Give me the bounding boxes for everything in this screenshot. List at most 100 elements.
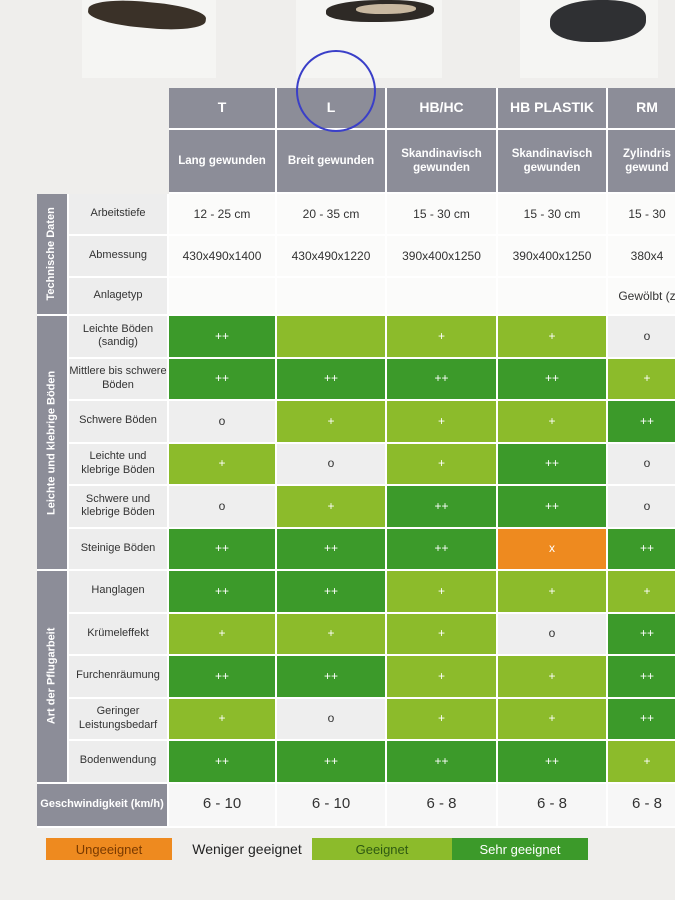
- rating-cell-2-1: +: [277, 401, 387, 444]
- rating-cell-2-2: +: [387, 401, 498, 444]
- rating-cell-5-3: x: [498, 528, 608, 571]
- rating-cell-5-0: ++: [169, 528, 277, 571]
- rating-cell-0-0: ++: [169, 316, 277, 359]
- speed-cell-0: 6 - 10: [169, 783, 277, 828]
- rating-cell-1-3: ++: [498, 358, 608, 401]
- row-label-tech-0: Arbeitstiefe: [69, 194, 169, 236]
- column-subheader-1: Breit gewunden: [277, 130, 387, 194]
- row-label-5: Steinige Böden: [69, 528, 169, 571]
- rating-cell-7-0: +: [169, 613, 277, 656]
- tech-cell-0-4: 15 - 30: [608, 194, 675, 236]
- rating-cell-7-1: +: [277, 613, 387, 656]
- section-work-label: Art der Pflugarbeit: [45, 627, 58, 725]
- tech-cell-2-0: [169, 278, 277, 316]
- rating-cell-8-3: +: [498, 656, 608, 699]
- tech-cell-2-1: [277, 278, 387, 316]
- speed-cell-3: 6 - 8: [498, 783, 608, 828]
- rating-cell-9-4: ++: [608, 698, 675, 741]
- rating-cell-4-0: o: [169, 486, 277, 529]
- row-label-9: Geringer Leistungsbedarf: [69, 698, 169, 741]
- tech-cell-1-1: 430x490x1220: [277, 236, 387, 278]
- rating-cell-10-0: ++: [169, 741, 277, 784]
- rating-cell-1-0: ++: [169, 358, 277, 401]
- section-soil-label: Leichte und klebrige Böden: [45, 370, 58, 515]
- rating-cell-10-3: ++: [498, 741, 608, 784]
- row-label-0: Leichte Böden (sandig): [69, 316, 169, 359]
- row-label-tech-1: Abmessung: [69, 236, 169, 278]
- tech-cell-2-3: [498, 278, 608, 316]
- tech-cell-1-0: 430x490x1400: [169, 236, 277, 278]
- tech-cell-0-3: 15 - 30 cm: [498, 194, 608, 236]
- rating-cell-8-0: ++: [169, 656, 277, 699]
- rating-cell-3-1: o: [277, 443, 387, 486]
- rating-cell-10-1: ++: [277, 741, 387, 784]
- rating-cell-0-3: +: [498, 316, 608, 359]
- rating-cell-7-4: ++: [608, 613, 675, 656]
- rating-cell-6-2: +: [387, 571, 498, 614]
- row-label-4: Schwere und klebrige Böden: [69, 486, 169, 529]
- legend: Ungeeignet Weniger geeignet Geeignet Seh…: [46, 838, 646, 868]
- tech-cell-0-1: 20 - 35 cm: [277, 194, 387, 236]
- tech-cell-2-2: [387, 278, 498, 316]
- rating-cell-7-2: +: [387, 613, 498, 656]
- rating-cell-1-4: +: [608, 358, 675, 401]
- speed-cell-1: 6 - 10: [277, 783, 387, 828]
- legend-less-suitable: Weniger geeignet: [192, 841, 302, 857]
- rating-cell-7-3: o: [498, 613, 608, 656]
- section-technical-data: Technische Daten: [37, 194, 69, 316]
- row-label-7: Krümeleffekt: [69, 613, 169, 656]
- row-label-6: Hanglagen: [69, 571, 169, 614]
- rating-cell-3-2: +: [387, 443, 498, 486]
- plough-photos: [80, 0, 675, 82]
- rating-cell-0-4: o: [608, 316, 675, 359]
- rating-cell-4-2: ++: [387, 486, 498, 529]
- plough-comparison-table: T Lang gewunden L Breit gewunden HB/HC Skandi…: [37, 88, 675, 828]
- tech-cell-2-4: Gewölbt (z: [608, 278, 675, 316]
- rating-cell-3-3: ++: [498, 443, 608, 486]
- rating-cell-1-1: ++: [277, 358, 387, 401]
- rating-cell-10-2: ++: [387, 741, 498, 784]
- section-work: Art der Pflugarbeit: [37, 571, 69, 784]
- plough-photo-hb: [520, 0, 658, 78]
- plough-photo-t: [82, 0, 216, 78]
- column-subheader-3: Skandinavisch gewunden: [498, 130, 608, 194]
- rating-cell-6-1: ++: [277, 571, 387, 614]
- rating-cell-6-0: ++: [169, 571, 277, 614]
- column-subheader-0: Lang gewunden: [169, 130, 277, 194]
- legend-unsuitable: Ungeeignet: [46, 838, 172, 860]
- rating-cell-8-2: +: [387, 656, 498, 699]
- rating-cell-2-4: ++: [608, 401, 675, 444]
- legend-very-suitable: Sehr geeignet: [452, 838, 588, 860]
- section-technical-data-label: Technische Daten: [45, 207, 58, 301]
- rating-cell-3-4: o: [608, 443, 675, 486]
- tech-cell-0-2: 15 - 30 cm: [387, 194, 498, 236]
- column-subheader-4: Zylindris gewund: [608, 130, 675, 194]
- rating-cell-0-2: +: [387, 316, 498, 359]
- rating-cell-2-0: o: [169, 401, 277, 444]
- column-header-4: RM: [608, 88, 675, 130]
- column-header-3: HB PLASTIK: [498, 88, 608, 130]
- rating-cell-5-4: ++: [608, 528, 675, 571]
- rating-cell-4-4: o: [608, 486, 675, 529]
- rating-cell-10-4: +: [608, 741, 675, 784]
- row-label-1: Mittlere bis schwere Böden: [69, 358, 169, 401]
- row-label-8: Furchenräumung: [69, 656, 169, 699]
- speed-cell-4: 6 - 8: [608, 783, 675, 828]
- column-header-0: T: [169, 88, 277, 130]
- speed-cell-2: 6 - 8: [387, 783, 498, 828]
- rating-cell-2-3: +: [498, 401, 608, 444]
- speed-label: Geschwindigkeit (km/h): [37, 783, 169, 828]
- rating-cell-5-2: ++: [387, 528, 498, 571]
- row-label-tech-2: Anlagetyp: [69, 278, 169, 316]
- rating-cell-8-1: ++: [277, 656, 387, 699]
- handdrawn-circle-annotation: [296, 50, 376, 132]
- rating-cell-1-2: ++: [387, 358, 498, 401]
- rating-cell-9-1: o: [277, 698, 387, 741]
- rating-cell-9-0: +: [169, 698, 277, 741]
- row-label-2: Schwere Böden: [69, 401, 169, 444]
- rating-cell-9-2: +: [387, 698, 498, 741]
- section-soil: Leichte und klebrige Böden: [37, 316, 69, 571]
- row-label-10: Bodenwendung: [69, 741, 169, 784]
- legend-suitable: Geeignet: [312, 838, 452, 860]
- rating-cell-3-0: +: [169, 443, 277, 486]
